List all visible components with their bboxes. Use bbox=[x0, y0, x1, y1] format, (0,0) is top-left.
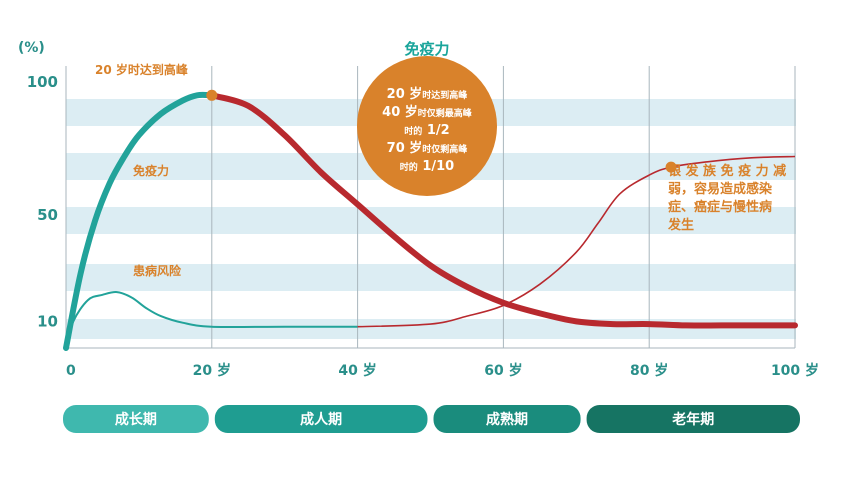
y-tick-label: 50 bbox=[37, 206, 58, 224]
risk-curve-late bbox=[357, 155, 796, 328]
immunity-curve-decline bbox=[208, 92, 798, 329]
phase-segment bbox=[586, 405, 800, 433]
elderly-note: 银 发 族 免 疫 力 减 弱，容易造成感染 症、癌症与慢性病 发生 bbox=[667, 163, 786, 233]
peak-marker bbox=[206, 89, 218, 101]
immunity-curve-rise bbox=[63, 91, 215, 351]
callout-bubble bbox=[357, 56, 497, 196]
elderly-note-line-2: 弱，容易造成感染 bbox=[668, 181, 773, 197]
x-tick-label: 0 bbox=[66, 363, 76, 379]
x-tick-label: 40 岁 bbox=[338, 362, 376, 379]
x-tick-label: 100 岁 bbox=[771, 362, 819, 379]
y-tick-label: 100 bbox=[27, 73, 58, 91]
series-layer bbox=[63, 89, 798, 351]
phase-label: 成长期 bbox=[115, 411, 157, 428]
callout-line-5: 时的 1/10 bbox=[400, 159, 454, 174]
x-axis-ticks: 0 20 岁 40 岁 60 岁 80 岁 100 岁 bbox=[66, 362, 819, 379]
y-tick-label: 10 bbox=[37, 312, 58, 330]
phase-segment bbox=[63, 405, 209, 433]
risk-curve-label: 患病风险 bbox=[133, 263, 182, 278]
callout-line-3: 时的 1/2 bbox=[404, 123, 449, 138]
x-tick-label: 20 岁 bbox=[193, 362, 231, 379]
elderly-note-line-1: 银 发 族 免 疫 力 减 bbox=[668, 163, 786, 179]
life-phase-bar: 成长期 成人期 成熟期 老年期 bbox=[63, 405, 800, 433]
phase-segment bbox=[214, 405, 428, 433]
immunity-curve-label: 免疫力 bbox=[133, 163, 169, 178]
elderly-note-line-3: 症、癌症与慢性病 bbox=[668, 199, 772, 215]
callout-title: 免疫力 bbox=[404, 40, 449, 58]
callout-line-4: 70 岁时仅剩高峰 bbox=[387, 140, 469, 156]
y-axis-ticks: 100 50 10 bbox=[27, 73, 58, 330]
phase-label: 成熟期 bbox=[486, 411, 528, 428]
elderly-marker bbox=[665, 161, 677, 173]
immunity-callout: 免疫力 20 岁时达到高峰 40 岁时仅剩最高峰 时的 1/2 70 岁时仅剩高… bbox=[357, 40, 497, 196]
risk-curve-early bbox=[65, 291, 358, 349]
callout-line-2: 40 岁时仅剩最高峰 bbox=[382, 104, 473, 120]
x-tick-label: 80 岁 bbox=[630, 362, 668, 379]
phase-segment bbox=[433, 405, 581, 433]
peak-annotation: 20 岁时达到高峰 bbox=[95, 62, 189, 77]
phase-label: 老年期 bbox=[672, 411, 714, 428]
y-unit-label: (%) bbox=[18, 40, 45, 56]
callout-line-1: 20 岁时达到高峰 bbox=[387, 86, 469, 102]
phase-label: 成人期 bbox=[300, 411, 342, 428]
elderly-note-line-4: 发生 bbox=[667, 217, 694, 233]
x-tick-label: 60 岁 bbox=[484, 362, 522, 379]
